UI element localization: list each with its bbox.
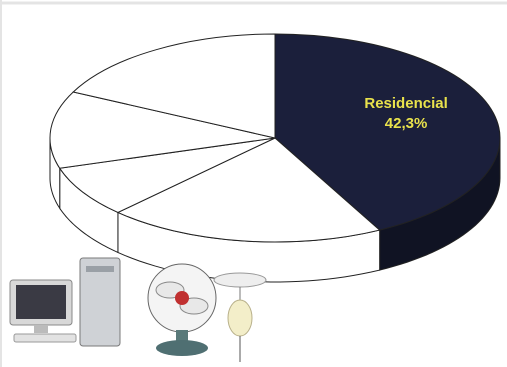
computer-tower [79, 257, 121, 347]
pie-slice [72, 33, 276, 139]
pie: Residencial 42,3% [49, 33, 501, 283]
slice-value: 42,3% [385, 115, 428, 132]
monitor-screen [16, 285, 66, 319]
fan-base [156, 340, 208, 356]
pie-slice [274, 33, 501, 231]
keyboard [13, 333, 77, 343]
tower-drive [86, 266, 114, 272]
lamp-shade [213, 272, 267, 288]
fan-hub [175, 291, 189, 305]
slice-label: Residencial [364, 95, 447, 112]
light-bulb [227, 299, 253, 337]
appliance-icons [9, 257, 267, 362]
pie-slice [58, 137, 276, 214]
pie-slice [116, 137, 381, 243]
pie-slice [49, 91, 276, 169]
monitor-stand [34, 325, 48, 333]
